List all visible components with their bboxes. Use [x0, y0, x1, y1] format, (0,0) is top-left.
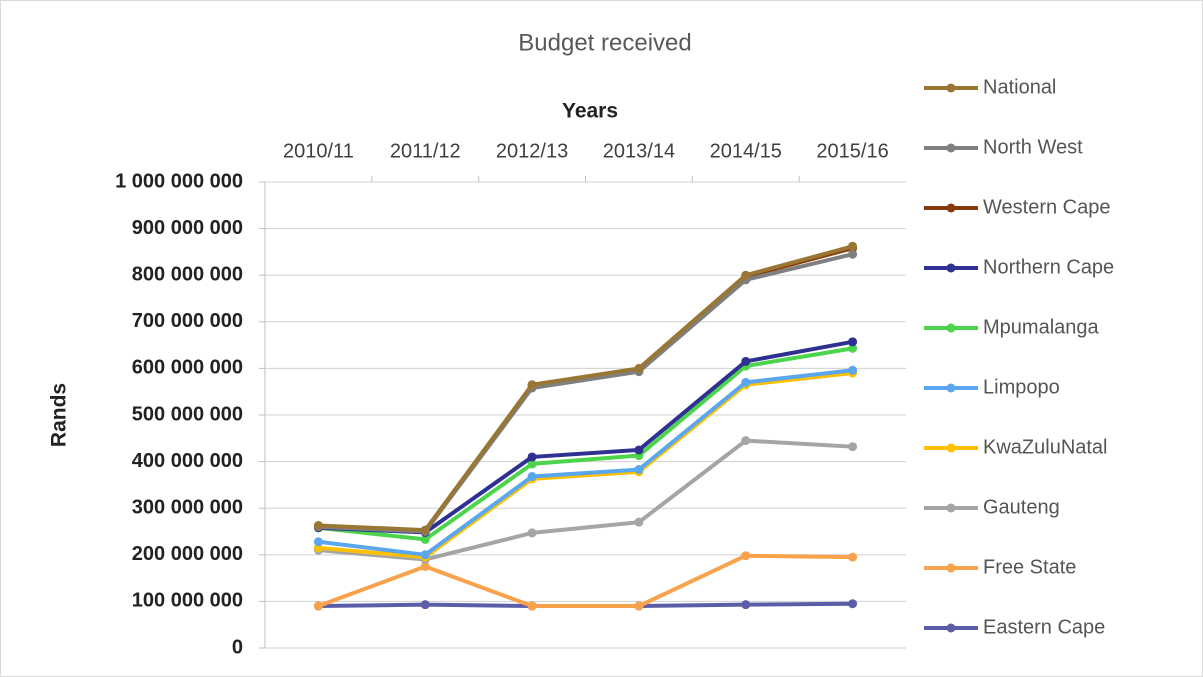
legend-label: North West — [983, 136, 1083, 158]
data-point — [527, 452, 537, 462]
data-point — [741, 270, 751, 280]
data-point — [848, 249, 858, 259]
data-point — [741, 356, 751, 366]
chart-title: Budget received — [518, 29, 691, 56]
legend-label: Eastern Cape — [983, 616, 1105, 638]
data-point — [634, 445, 644, 455]
legend-swatch-dot — [946, 83, 956, 93]
legend-label: Northern Cape — [983, 256, 1114, 278]
data-point — [634, 465, 644, 475]
y-tick-label: 300 000 000 — [132, 496, 243, 518]
legend-label: Mpumalanga — [983, 316, 1100, 338]
legend-swatch-dot — [946, 383, 956, 393]
series-line — [318, 368, 853, 557]
data-point — [527, 528, 537, 538]
x-tick-label: 2014/15 — [710, 140, 782, 162]
data-point — [527, 459, 537, 469]
data-point — [741, 436, 751, 446]
x-tick-label: 2013/14 — [603, 140, 675, 162]
data-point — [420, 561, 430, 571]
series-line — [318, 346, 853, 542]
y-tick-label: 0 — [232, 636, 243, 658]
y-tick-label: 1 000 000 000 — [115, 170, 243, 192]
x-tick-label: 2012/13 — [496, 140, 568, 162]
series-line — [318, 371, 853, 560]
x-tick-label: 2010/11 — [283, 140, 354, 162]
legend-label: Free State — [983, 556, 1076, 578]
data-point — [741, 600, 751, 610]
legend-swatch-dot — [946, 143, 956, 153]
data-point — [848, 442, 858, 452]
data-point — [848, 343, 858, 353]
y-tick-label: 100 000 000 — [132, 590, 243, 612]
legend-swatch-dot — [946, 563, 956, 573]
legend-label: Limpopo — [983, 376, 1060, 398]
y-tick-label: 800 000 000 — [132, 263, 243, 285]
y-tick-label: 700 000 000 — [132, 310, 243, 332]
y-tick-label: 900 000 000 — [132, 217, 243, 239]
data-point — [420, 534, 430, 544]
data-point — [848, 552, 858, 562]
data-point — [634, 601, 644, 611]
y-axis-title: Rands — [48, 383, 71, 447]
data-point — [634, 363, 644, 373]
series-line — [317, 553, 853, 609]
legend-swatch-dot — [946, 263, 956, 273]
legend-label: Gauteng — [983, 496, 1060, 518]
data-point — [848, 599, 858, 609]
legend-label: National — [983, 76, 1056, 98]
data-point — [313, 537, 323, 547]
legend-swatch-dot — [946, 623, 956, 633]
data-point — [848, 241, 858, 251]
y-tick-label: 600 000 000 — [132, 357, 243, 379]
x-tick-label: 2011/12 — [390, 140, 461, 162]
legend-label: Western Cape — [983, 196, 1110, 218]
data-point — [848, 337, 858, 347]
data-point — [420, 525, 430, 535]
legend-swatch-dot — [946, 323, 956, 333]
data-point — [634, 517, 644, 527]
data-point — [420, 600, 430, 610]
legend-swatch-dot — [946, 503, 956, 513]
series-line — [318, 244, 854, 533]
data-point — [313, 601, 323, 611]
y-tick-label: 500 000 000 — [132, 403, 243, 425]
data-point — [527, 472, 537, 482]
data-point — [848, 365, 858, 375]
data-point — [420, 550, 430, 560]
data-point — [741, 377, 751, 387]
legend-swatch-dot — [946, 443, 956, 453]
data-point — [741, 551, 751, 561]
x-tick-label: 2015/16 — [816, 140, 888, 162]
data-point — [527, 601, 537, 611]
series-line — [318, 438, 853, 562]
legend-swatch-dot — [946, 203, 956, 213]
data-point — [313, 520, 323, 530]
data-point — [527, 380, 537, 390]
y-tick-label: 400 000 000 — [132, 450, 243, 472]
x-axis-title: Years — [562, 100, 618, 123]
y-tick-label: 200 000 000 — [132, 543, 243, 565]
legend-label: KwaZuluNatal — [983, 436, 1108, 458]
